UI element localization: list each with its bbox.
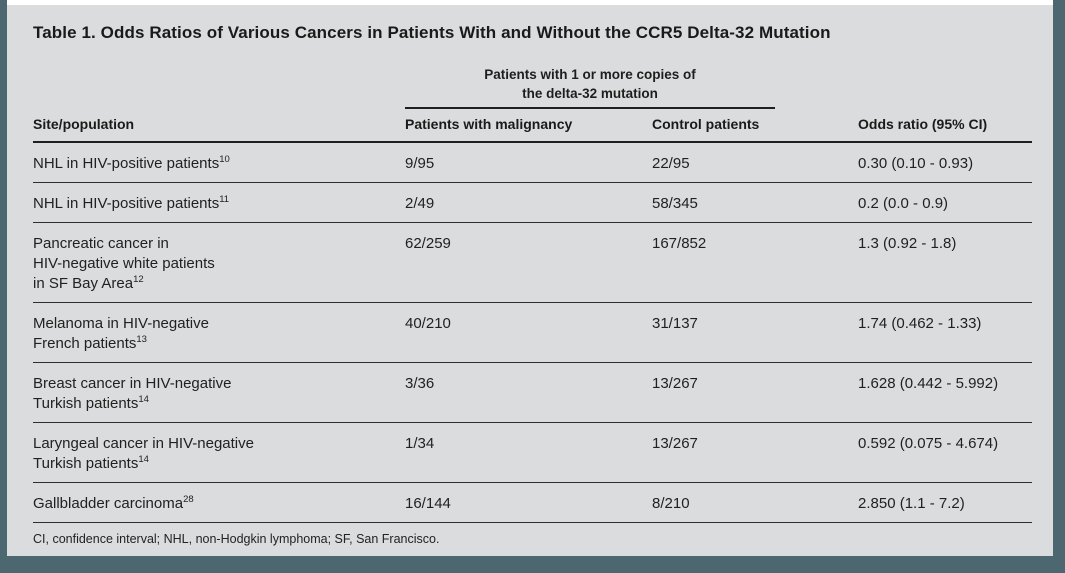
column-header-malignancy: Patients with malignancy [405,116,573,132]
table-row: Breast cancer in HIV-negative Turkish pat… [33,363,1032,423]
table-row: Melanoma in HIV-negative French patients1… [33,303,1032,363]
table-body: NHL in HIV-positive patients10 9/95 22/95 0… [33,143,1032,523]
patients-with-malignancy-cell: 40/210 [405,315,451,332]
control-patients-cell: 31/137 [652,315,698,332]
site-population-cell: Laryngeal cancer in HIV-negative Turkish … [33,435,254,472]
patients-with-malignancy-cell: 62/259 [405,235,451,252]
odds-ratio-cell: 0.2 (0.0 - 0.9) [858,195,949,212]
reference-superscript: 28 [183,494,194,505]
column-header-row: Site/population Patients with malignancy… [33,116,1032,143]
control-patients-cell: 13/267 [652,435,698,452]
odds-ratio-cell: 0.592 (0.075 - 4.674) [858,435,999,452]
spanner-line2: the delta-32 mutation [522,86,658,101]
site-population-cell: Melanoma in HIV-negative French patients1… [33,315,209,352]
site-population-cell: Breast cancer in HIV-negative Turkish pat… [33,375,232,412]
site-population-cell: Pancreatic cancer in HIV-negative white p… [33,235,215,292]
site-population-cell: NHL in HIV-positive patients10 [33,154,230,172]
patients-with-malignancy-cell: 3/36 [405,375,435,392]
patients-with-malignancy-cell: 16/144 [405,495,451,512]
table-panel: Table 1. Odds Ratios of Various Cancers … [7,5,1053,556]
table-row: NHL in HIV-positive patients10 9/95 22/95 0… [33,143,1032,183]
odds-ratio-cell: 1.628 (0.442 - 5.992) [858,375,999,392]
control-patients-cell: 58/345 [652,195,698,212]
odds-ratio-cell: 2.850 (1.1 - 7.2) [858,495,965,512]
site-population-cell: NHL in HIV-positive patients11 [33,194,230,212]
patients-with-malignancy-cell: 2/49 [405,195,435,212]
spanner-header: Patients with 1 or more copies of the de… [405,65,775,109]
table-row: Laryngeal cancer in HIV-negative Turkish … [33,423,1032,483]
table-row: NHL in HIV-positive patients11 2/49 58/345… [33,183,1032,223]
reference-superscript: 13 [136,334,147,345]
control-patients-cell: 8/210 [652,495,690,512]
reference-superscript: 12 [133,274,144,285]
column-header-control: Control patients [652,116,760,132]
site-population-cell: Gallbladder carcinoma28 [33,494,194,512]
odds-ratio-cell: 1.3 (0.92 - 1.8) [858,235,957,252]
table-row: Pancreatic cancer in HIV-negative white p… [33,223,1032,303]
odds-ratio-cell: 0.30 (0.10 - 0.93) [858,155,974,172]
control-patients-cell: 22/95 [652,155,690,172]
table-row: Gallbladder carcinoma28 16/144 8/210 2.850 … [33,483,1032,523]
reference-superscript: 14 [138,394,149,405]
table-title: Table 1. Odds Ratios of Various Cancers … [33,23,831,42]
table-footnote: CI, confidence interval; NHL, non-Hodgki… [33,532,440,546]
patients-with-malignancy-cell: 9/95 [405,155,435,172]
reference-superscript: 14 [138,454,149,465]
top-white-strip [7,0,1053,5]
odds-ratio-cell: 1.74 (0.462 - 1.33) [858,315,982,332]
patients-with-malignancy-cell: 1/34 [405,435,435,452]
column-header-site: Site/population [33,116,135,132]
control-patients-cell: 167/852 [652,235,707,252]
reference-superscript: 10 [219,154,230,165]
spanner-row: Patients with 1 or more copies of the de… [33,65,1032,109]
control-patients-cell: 13/267 [652,375,698,392]
spanner-line1: Patients with 1 or more copies of [484,67,696,82]
reference-superscript: 11 [219,194,230,205]
column-header-odds-ratio: Odds ratio (95% CI) [858,116,988,132]
